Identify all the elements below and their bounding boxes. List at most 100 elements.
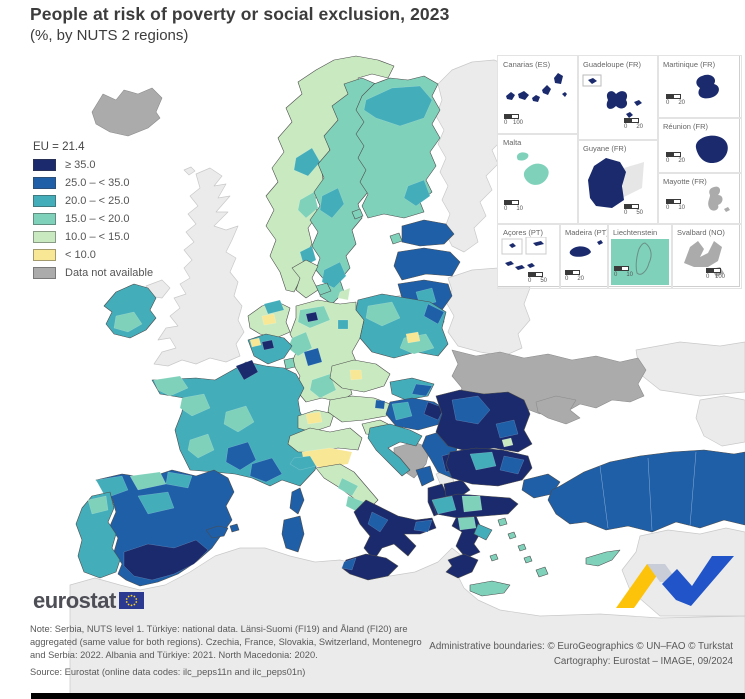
iceland [91, 87, 163, 137]
turkiye-internal-borders [599, 451, 697, 531]
spain-region [165, 471, 193, 489]
yellow-chevron [616, 564, 665, 608]
sardinia [281, 515, 305, 553]
inset-canarias: Canarias (ES) 0 100 [497, 55, 579, 135]
eu-average-label: EU = 21.4 [33, 141, 85, 153]
italy-region [337, 477, 359, 497]
euboea [473, 523, 493, 541]
ireland-region [113, 311, 143, 333]
finland-region [403, 179, 431, 207]
bulgaria-region [499, 455, 525, 475]
bulgaria-region [469, 451, 497, 471]
guadeloupe-map [582, 74, 642, 118]
inset-acores: Açores (PT) 0 50 [497, 223, 561, 289]
madeira-map [569, 240, 603, 257]
spain-galicia [95, 475, 129, 499]
sweden-region [321, 261, 347, 289]
italy-heel [413, 519, 433, 533]
portugal [75, 491, 121, 579]
legend-row: 15.0 – < 20.0 [33, 212, 153, 225]
netherlands-region [261, 313, 277, 326]
acores-map [501, 237, 547, 270]
legend-label: < 10.0 [65, 248, 96, 261]
sicily [341, 553, 399, 581]
legend-label: Data not available [65, 266, 154, 279]
slovakia-region [411, 383, 433, 397]
legend-row: 10.0 – < 15.0 [33, 230, 153, 243]
spain-region [137, 491, 175, 515]
italy-region [367, 511, 389, 533]
north-africa [69, 547, 745, 699]
image-logo-chevrons [616, 556, 734, 608]
spain-andalucia [123, 539, 209, 581]
inset-label: Réunion (FR) [663, 122, 709, 131]
legend-label: 10.0 – < 15.0 [65, 230, 130, 243]
page-subtitle: (%, by NUTS 2 regions) [30, 27, 189, 44]
germany-berlin [337, 319, 349, 330]
faroe-islands [183, 166, 196, 176]
legend-swatch [33, 194, 56, 207]
inset-liechtenstein: Liechtenstein 0 10 [607, 223, 673, 289]
peloponnese [445, 553, 479, 579]
legend-label: ≥ 35.0 [65, 158, 96, 171]
austria-vienna [374, 399, 386, 410]
cartography-credit: Cartography: Eurostat – IMAGE, 09/2024 [553, 655, 733, 667]
scale-bar: 0 20 [666, 152, 696, 164]
reunion-map [695, 135, 728, 164]
canarias-map [506, 73, 567, 102]
legend-row: ≥ 35.0 [33, 158, 153, 171]
czechia-praha [349, 369, 363, 381]
inset-label: Madeira (PT) [565, 228, 608, 237]
crete [469, 580, 511, 597]
aegean-islands [489, 517, 533, 564]
inset-svalbard: Svalbard (NO) 0 100 [671, 223, 742, 289]
legend-swatch [33, 212, 56, 225]
france-languedoc [249, 457, 283, 483]
switzerland-region [305, 411, 323, 425]
crimea [535, 395, 581, 425]
scale-bar: 0 50 [528, 272, 558, 284]
inset-reunion: Réunion (FR) 0 20 [657, 117, 742, 174]
malta-map [516, 152, 549, 185]
sicily-west [341, 557, 357, 571]
scale-bar: 0 20 [624, 118, 654, 130]
romania-region [451, 395, 491, 425]
portugal-region [87, 495, 109, 515]
sweden-region [319, 187, 345, 219]
france-region [223, 405, 255, 433]
romania-region [495, 419, 519, 439]
background-countries [69, 59, 745, 699]
bottom-edge-bar [31, 693, 745, 699]
scale-bar: 0 50 [624, 204, 654, 216]
aland [351, 208, 364, 220]
scale-bar: 0 10 [504, 200, 534, 212]
inset-label: Guadeloupe (FR) [583, 60, 641, 69]
inset-guadeloupe: Guadeloupe (FR) 0 20 [577, 55, 659, 141]
legend-swatch [33, 176, 56, 189]
legend-row: 20.0 – < 25.0 [33, 194, 153, 207]
svalbard-map [684, 241, 724, 277]
corsica [289, 487, 305, 515]
blue-chevron [662, 556, 734, 606]
russia-steppe [635, 341, 745, 397]
sweden-region [337, 287, 351, 301]
scale-bar: 0 20 [666, 94, 696, 106]
inset-label: Mayotte (FR) [663, 177, 707, 186]
inset-label: Liechtenstein [613, 228, 658, 237]
caucasus [695, 395, 745, 447]
legend-row: < 10.0 [33, 248, 153, 261]
france-nord [235, 359, 259, 381]
north-macedonia [443, 479, 471, 499]
scale-bar: 0 100 [706, 268, 736, 280]
middle-east [621, 527, 745, 617]
greece-region [457, 516, 477, 531]
germany-region [303, 347, 323, 367]
inset-martinique: Martinique (FR) 0 20 [657, 55, 742, 119]
belgium-brussels [261, 339, 275, 351]
footnote-block: Note: Serbia, NUTS level 1. Türkiye: nat… [30, 623, 422, 679]
legend-label: 20.0 – < 25.0 [65, 194, 130, 207]
legend-label: 15.0 – < 20.0 [65, 212, 130, 225]
netherlands-region [263, 299, 285, 315]
poland-region [365, 301, 401, 327]
